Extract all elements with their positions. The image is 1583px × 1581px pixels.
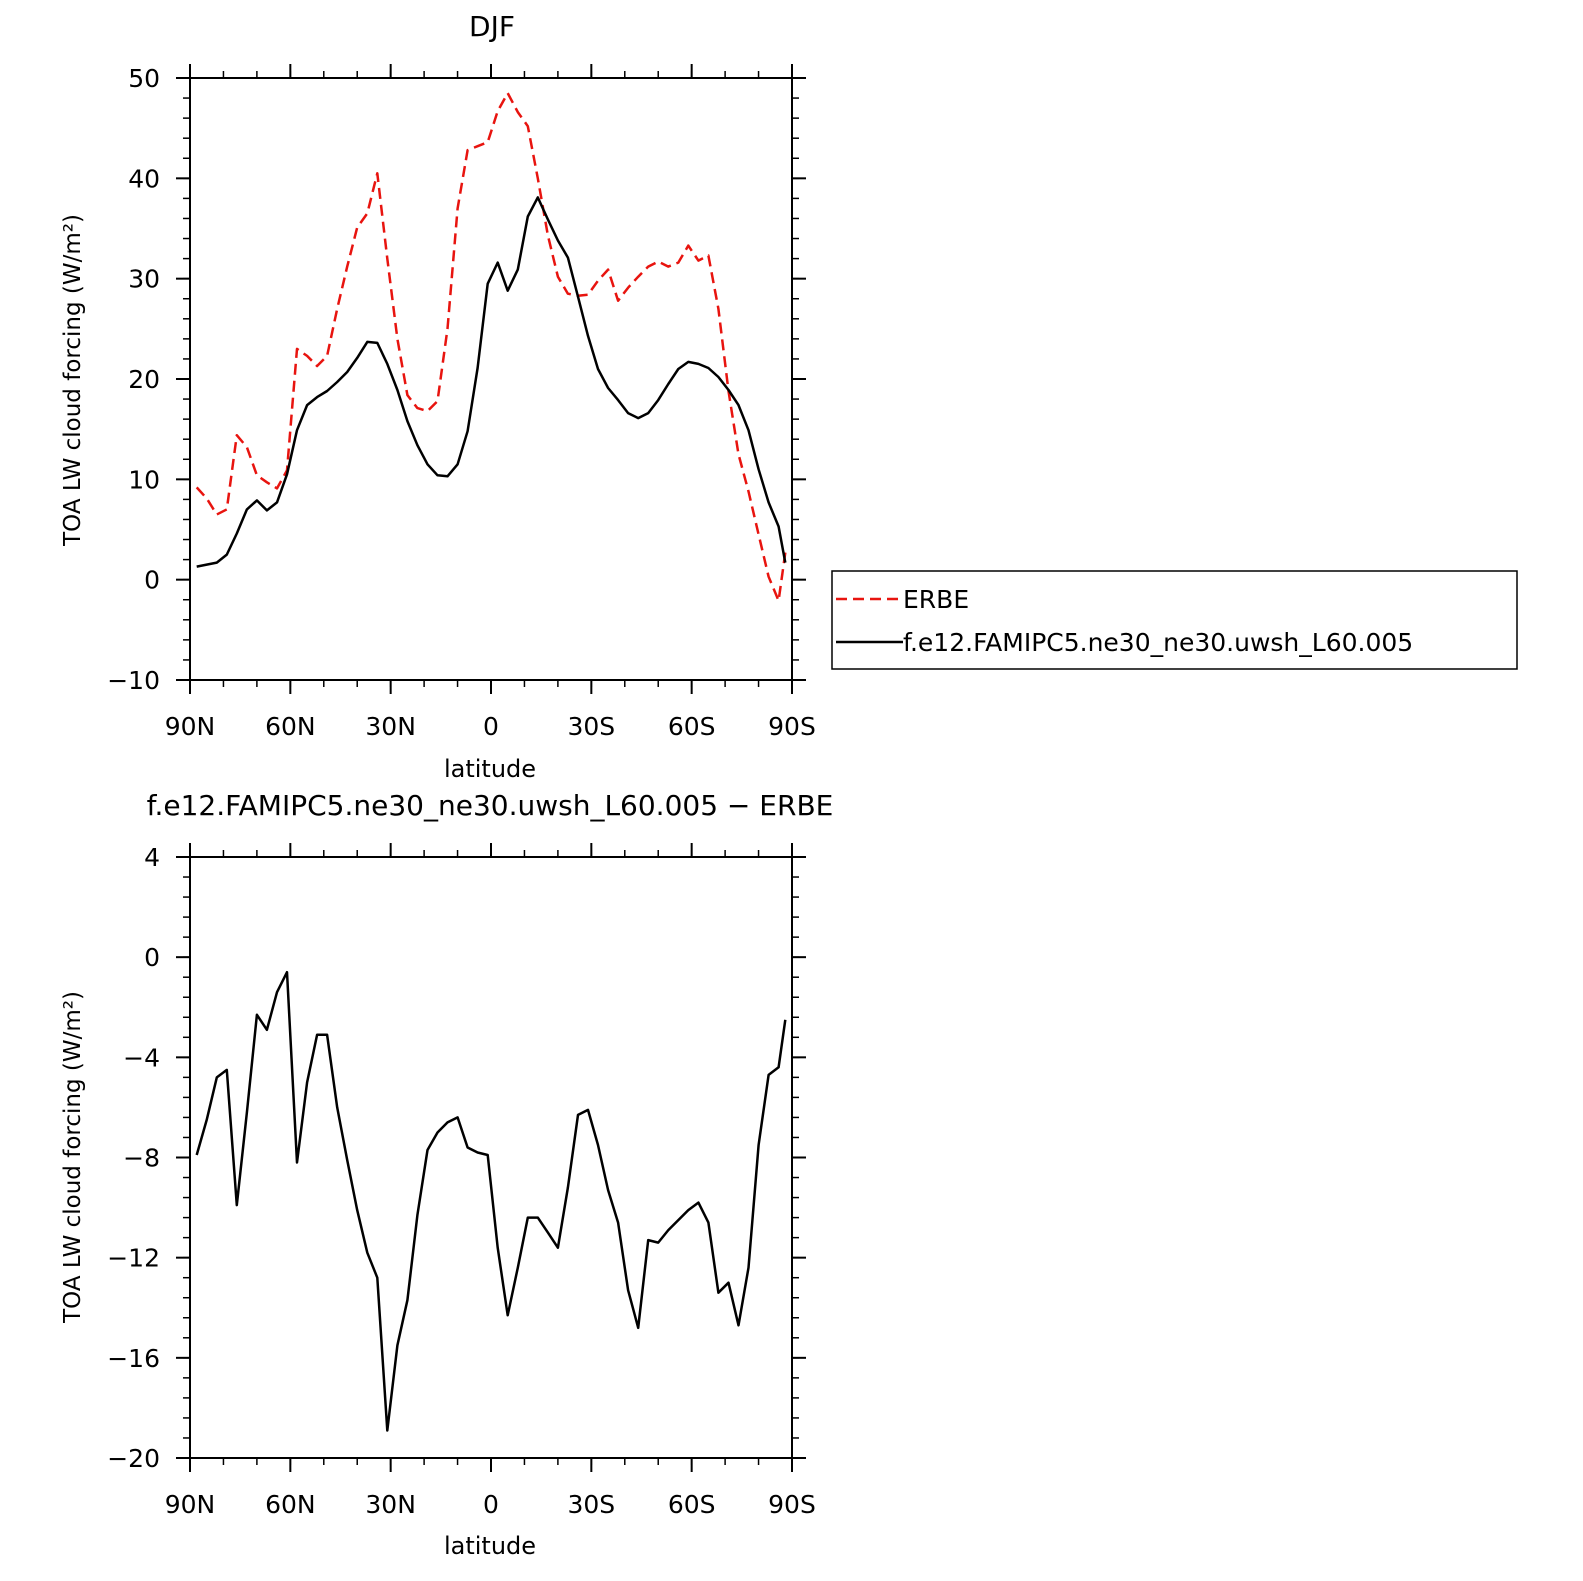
top-series-lines [195, 91, 787, 602]
x-tick-label: 60S [668, 1490, 716, 1519]
x-tick-label: 90S [768, 712, 816, 741]
bottom-ticks [176, 843, 806, 1472]
x-tick-label: 0 [483, 712, 499, 741]
y-tick-label: −8 [123, 1144, 160, 1173]
y-tick-label: 4 [144, 843, 160, 872]
y-tick-label: −10 [107, 666, 160, 695]
top-plot-frame [189, 77, 793, 681]
y-tick-label: −20 [107, 1444, 160, 1473]
x-tick-label: 60N [265, 712, 316, 741]
y-tick-label: −4 [123, 1043, 160, 1072]
y-tick-label: 30 [128, 265, 160, 294]
x-tick-label: 30N [365, 712, 416, 741]
legend-box [831, 570, 1518, 670]
y-tick-label: −12 [107, 1244, 160, 1273]
series-line-0 [195, 970, 787, 1432]
x-tick-label: 90S [768, 1490, 816, 1519]
legend-label-model: f.e12.FAMIPC5.ne30_ne30.uwsh_L60.005 [903, 628, 1413, 657]
x-tick-label: 90N [165, 1490, 216, 1519]
top-ylabel: TOA LW cloud forcing (W/m²) [60, 214, 86, 547]
y-tick-label: 0 [144, 943, 160, 972]
bottom-panel: f.e12.FAMIPC5.ne30_ne30.uwsh_L60.005 − E… [60, 789, 833, 1560]
legend: ERBE f.e12.FAMIPC5.ne30_ne30.uwsh_L60.00… [831, 570, 1518, 670]
x-tick-label: 60S [668, 712, 716, 741]
x-tick-label: 30S [567, 1490, 615, 1519]
y-tick-label: −16 [107, 1344, 160, 1373]
x-tick-label: 0 [483, 1490, 499, 1519]
bottom-ylabel: TOA LW cloud forcing (W/m²) [60, 991, 86, 1324]
x-tick-label: 30N [365, 1490, 416, 1519]
bottom-plot-frame [189, 856, 793, 1459]
x-tick-label: 60N [265, 1490, 316, 1519]
y-tick-label: 0 [144, 566, 160, 595]
y-tick-label: 20 [128, 365, 160, 394]
y-tick-label: 50 [128, 64, 160, 93]
bottom-series-lines [195, 970, 787, 1432]
x-tick-label: 30S [567, 712, 615, 741]
series-line-1 [196, 196, 787, 568]
y-tick-label: 10 [128, 465, 160, 494]
top-xlabel: latitude [444, 755, 536, 783]
y-tick-label: 40 [128, 164, 160, 193]
top-panel: DJF TOA LW cloud forcing (W/m²) latitude… [60, 10, 816, 783]
x-tick-label: 90N [165, 712, 216, 741]
bottom-xlabel: latitude [444, 1532, 536, 1560]
top-ticks [176, 64, 806, 694]
series-line-0 [195, 91, 787, 602]
top-title: DJF [469, 10, 515, 43]
bottom-title: f.e12.FAMIPC5.ne30_ne30.uwsh_L60.005 − E… [147, 789, 834, 822]
legend-label-erbe: ERBE [903, 585, 969, 614]
